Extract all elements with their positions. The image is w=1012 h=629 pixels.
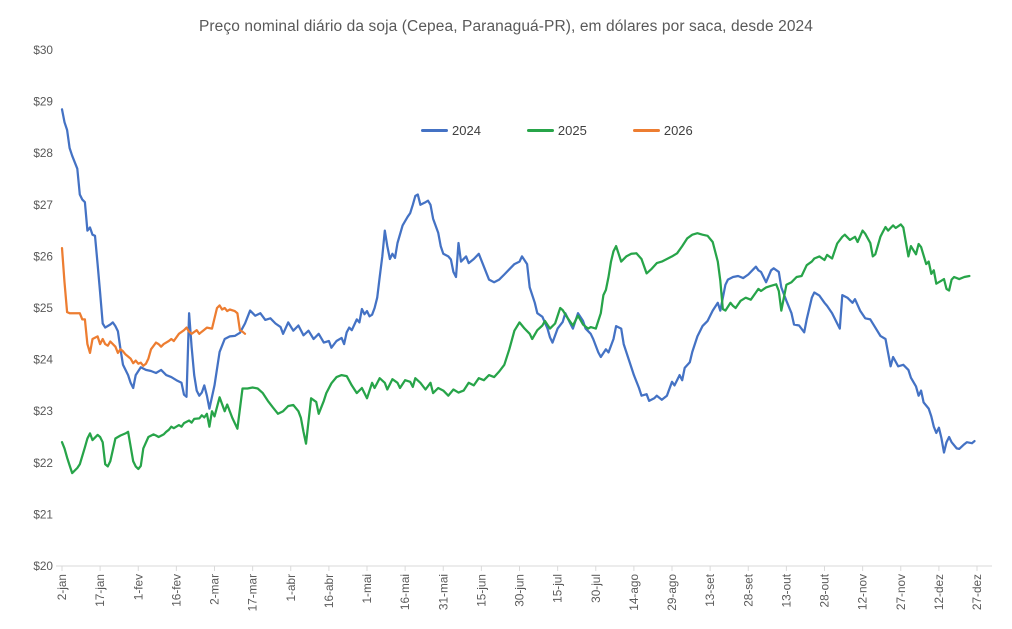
legend-label: 2026	[663, 123, 693, 138]
x-axis-label: 28-set	[741, 573, 755, 607]
y-axis-label: $30	[33, 43, 53, 57]
x-axis-label: 28-out	[818, 573, 832, 607]
y-axis-label: $28	[33, 146, 53, 160]
y-axis-label: $22	[33, 456, 53, 470]
x-axis-label: 1-abr	[284, 574, 298, 602]
y-axis-label: $20	[33, 559, 53, 573]
x-axis-label: 15-jul	[551, 574, 565, 603]
x-axis-label: 29-ago	[665, 574, 679, 611]
x-axis-label: 30-jun	[513, 574, 527, 607]
x-axis-label: 16-fev	[169, 574, 183, 607]
legend-swatch-2025	[526, 128, 554, 133]
x-axis-label: 31-mai	[436, 574, 450, 610]
x-axis-label: 16-mai	[398, 574, 412, 610]
x-axis-label: 13-out	[779, 573, 793, 607]
y-axis-label: $24	[33, 353, 53, 367]
x-axis-label: 15-jun	[474, 574, 488, 607]
x-axis-label: 16-abr	[322, 574, 336, 608]
x-axis-label: 27-nov	[894, 574, 908, 610]
y-axis-label: $29	[33, 95, 53, 109]
legend-swatch-2024	[421, 128, 448, 133]
x-axis-label: 12-dez	[932, 574, 946, 610]
y-axis-label: $26	[33, 249, 53, 263]
series-line-2024	[60, 108, 976, 454]
x-axis-label: 12-nov	[856, 574, 870, 610]
x-axis-label: 17-mar	[246, 574, 260, 611]
chart-title: Preço nominal diário da soja (Cepea, Par…	[198, 18, 813, 35]
series-line-2026	[60, 246, 247, 367]
y-axis-label: $23	[33, 404, 53, 418]
x-axis-label: 2-jan	[55, 574, 69, 600]
x-axis-label: 2-mar	[208, 574, 222, 605]
chart-legend: 2024 2025 2026	[421, 123, 693, 138]
series-line-2025	[60, 223, 971, 475]
legend-item-2024: 2024	[421, 123, 481, 138]
x-axis-label: 1-mai	[360, 574, 374, 604]
legend-swatch-2026	[632, 128, 660, 133]
y-axis-label: $21	[33, 507, 53, 521]
y-axis-label: $27	[33, 198, 53, 212]
y-axis-label: $25	[33, 301, 53, 315]
legend-label: 2024	[452, 123, 481, 138]
x-axis-label: 14-ago	[627, 574, 641, 611]
x-axis-label: 27-dez	[970, 574, 984, 610]
x-axis-label: 17-jan	[93, 574, 107, 607]
x-axis-label: 1-fev	[131, 574, 145, 600]
legend-label: 2025	[557, 123, 587, 138]
x-axis-label: 30-jul	[589, 574, 603, 603]
legend-item-2025: 2025	[526, 123, 587, 138]
x-axis-label: 13-set	[703, 573, 717, 607]
legend-item-2026: 2026	[632, 123, 693, 138]
